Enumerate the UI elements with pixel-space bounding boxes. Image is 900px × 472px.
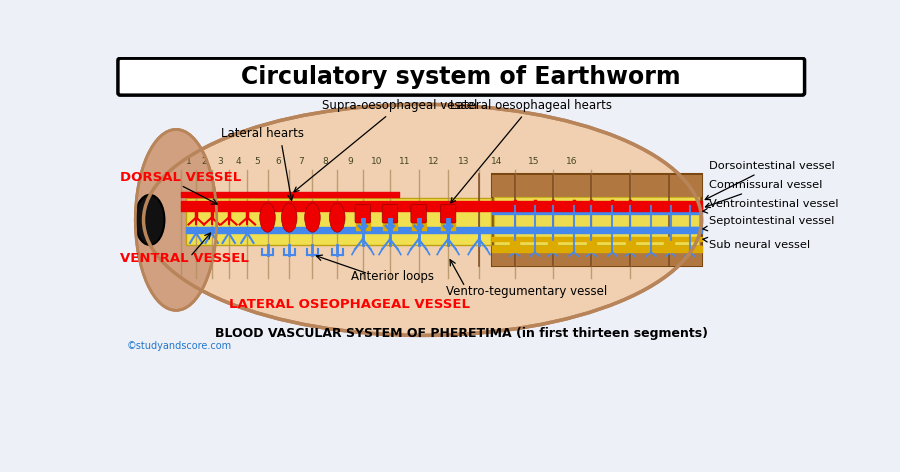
Text: Lateral oesophageal hearts: Lateral oesophageal hearts <box>450 99 612 203</box>
Text: Commissural vessel: Commissural vessel <box>706 180 823 208</box>
Text: 14: 14 <box>491 157 502 166</box>
Text: 16: 16 <box>566 157 578 166</box>
Text: DORSAL VESSEL: DORSAL VESSEL <box>121 171 241 185</box>
Text: Ventrointestinal vessel: Ventrointestinal vessel <box>703 200 839 213</box>
Text: Anterior loops: Anterior loops <box>351 270 434 283</box>
Text: Circulatory system of Earthworm: Circulatory system of Earthworm <box>241 65 681 89</box>
FancyBboxPatch shape <box>440 204 455 223</box>
Ellipse shape <box>260 203 275 232</box>
Text: Supra-oesophageal vessel: Supra-oesophageal vessel <box>294 99 477 192</box>
FancyBboxPatch shape <box>494 197 699 244</box>
Ellipse shape <box>329 203 345 232</box>
Text: BLOOD VASCULAR SYSTEM OF PHERETIMA (in first thirteen segments): BLOOD VASCULAR SYSTEM OF PHERETIMA (in f… <box>215 328 707 340</box>
Text: Dorsointestinal vessel: Dorsointestinal vessel <box>706 161 835 200</box>
Text: Lateral hearts: Lateral hearts <box>221 126 304 140</box>
Ellipse shape <box>135 129 217 311</box>
FancyBboxPatch shape <box>492 174 701 266</box>
Text: 12: 12 <box>428 157 439 166</box>
Text: 11: 11 <box>399 157 410 166</box>
FancyBboxPatch shape <box>492 244 701 266</box>
Text: 8: 8 <box>322 157 328 166</box>
Text: 9: 9 <box>347 157 353 166</box>
Text: LATERAL OSEOPHAGEAL VESSEL: LATERAL OSEOPHAGEAL VESSEL <box>229 298 470 312</box>
Text: 13: 13 <box>458 157 469 166</box>
Text: Sub neural vessel: Sub neural vessel <box>703 237 810 250</box>
Text: 10: 10 <box>371 157 382 166</box>
Text: studyandscore.com: studyandscore.com <box>364 198 636 226</box>
Ellipse shape <box>282 203 297 232</box>
FancyBboxPatch shape <box>186 198 491 244</box>
Ellipse shape <box>305 203 320 232</box>
Text: Septointestinal vessel: Septointestinal vessel <box>703 217 834 231</box>
Text: 5: 5 <box>255 157 260 166</box>
Text: 1: 1 <box>185 157 192 166</box>
Ellipse shape <box>143 104 701 336</box>
Ellipse shape <box>135 195 165 245</box>
FancyBboxPatch shape <box>411 204 427 223</box>
Text: Ventro-tegumentary vessel: Ventro-tegumentary vessel <box>446 285 607 297</box>
FancyBboxPatch shape <box>492 175 701 197</box>
Text: 2: 2 <box>201 157 207 166</box>
Text: 15: 15 <box>528 157 539 166</box>
Text: 3: 3 <box>218 157 223 166</box>
Text: 4: 4 <box>235 157 241 166</box>
Text: 6: 6 <box>275 157 281 166</box>
Text: ©studyandscore.com: ©studyandscore.com <box>126 341 231 351</box>
Text: VENTRAL VESSEL: VENTRAL VESSEL <box>121 252 249 265</box>
Text: 7: 7 <box>298 157 303 166</box>
FancyBboxPatch shape <box>118 58 805 95</box>
FancyBboxPatch shape <box>356 204 371 223</box>
FancyBboxPatch shape <box>382 204 398 223</box>
